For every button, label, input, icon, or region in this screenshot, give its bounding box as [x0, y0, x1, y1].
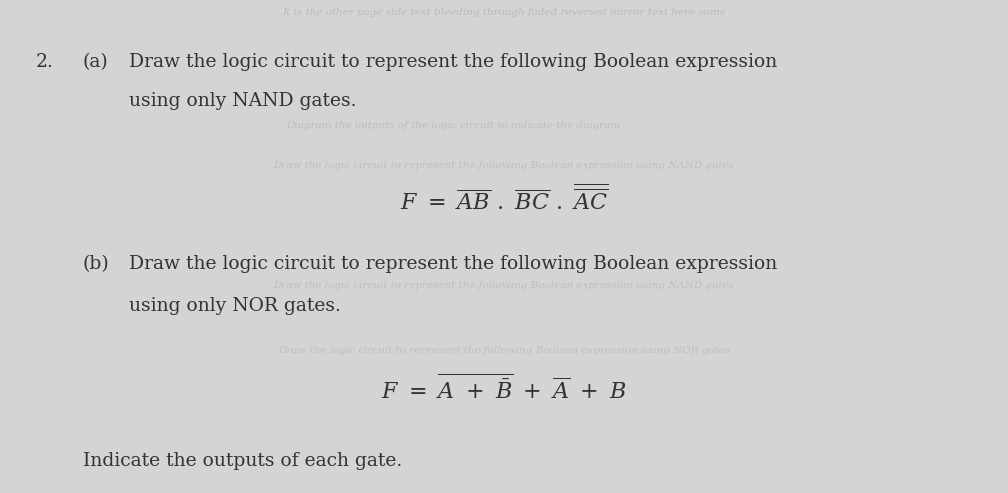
- Text: $F\ =\ \overline{AB}\ .\ \overline{BC}\ .\ \overline{\overline{AC}}$: $F\ =\ \overline{AB}\ .\ \overline{BC}\ …: [400, 184, 608, 215]
- Text: Draw the logic circuit to represent the following Boolean expression: Draw the logic circuit to represent the …: [129, 255, 777, 273]
- Text: (b): (b): [83, 255, 110, 273]
- Text: using only NOR gates.: using only NOR gates.: [129, 297, 341, 315]
- Text: Draw the logic circuit to represent the following Boolean expression using NOR g: Draw the logic circuit to represent the …: [278, 346, 730, 354]
- Text: Draw the logic circuit to represent the following Boolean expression using NAND : Draw the logic circuit to represent the …: [273, 282, 735, 290]
- Text: Draw the logic circuit to represent the following Boolean expression: Draw the logic circuit to represent the …: [129, 53, 777, 70]
- Text: using only NAND gates.: using only NAND gates.: [129, 92, 357, 110]
- Text: (a): (a): [83, 53, 109, 70]
- Text: Indicate the outputs of each gate.: Indicate the outputs of each gate.: [83, 452, 402, 470]
- Text: 2.: 2.: [35, 53, 53, 70]
- Text: $F\ =\ \overline{A\ +\ \bar{B}}\ +\ \overline{A}\ +\ B$: $F\ =\ \overline{A\ +\ \bar{B}}\ +\ \ove…: [381, 375, 627, 404]
- Text: It is the other page side text bleeding through faded reversed mirror text here : It is the other page side text bleeding …: [282, 8, 726, 17]
- Text: Diagram the outputs of the logic circuit to indicate the diagram: Diagram the outputs of the logic circuit…: [286, 121, 621, 130]
- Text: Draw the logic circuit to represent the following Boolean expression using NAND : Draw the logic circuit to represent the …: [273, 161, 735, 170]
